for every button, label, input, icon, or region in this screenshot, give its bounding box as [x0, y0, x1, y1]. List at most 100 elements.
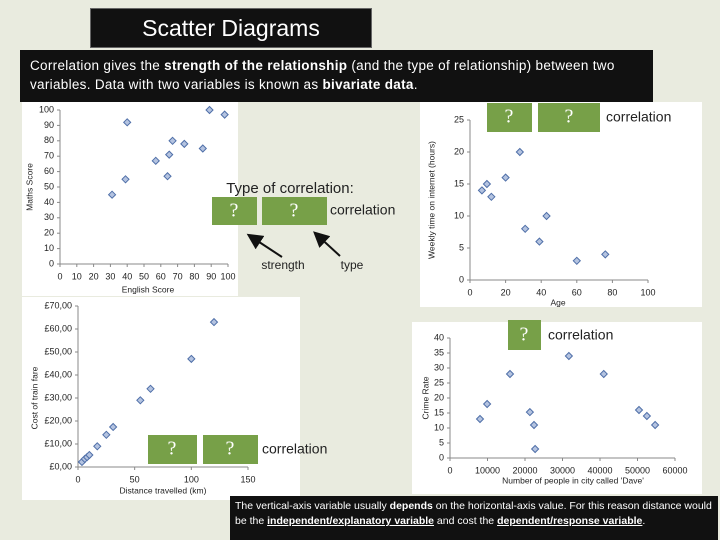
- arrow: [313, 231, 341, 257]
- text-run: strength of the relationship: [164, 58, 348, 73]
- y-tick-label: 100: [39, 104, 54, 114]
- x-tick-label: 50: [130, 474, 140, 484]
- point: [93, 442, 102, 451]
- chart-bg: [22, 100, 238, 296]
- question: ?: [290, 200, 299, 222]
- point: [501, 173, 510, 182]
- intro: Correlation gives the strength of the re…: [20, 50, 653, 102]
- point: [205, 105, 214, 115]
- x-tick-label: 80: [607, 287, 617, 297]
- y-tick-label: £30,00: [44, 392, 72, 402]
- label: correlation: [548, 327, 613, 343]
- x-tick-label: 20: [89, 271, 99, 281]
- point: [482, 399, 492, 409]
- y-tick-label: £40,00: [44, 369, 72, 379]
- text-run: on the horizontal-axis value. For this r…: [235, 500, 712, 527]
- y-tick-label: 30: [434, 362, 444, 372]
- chart-bg: [412, 322, 702, 494]
- x-tick-label: 70: [173, 271, 183, 281]
- y-tick-label: 30: [44, 212, 54, 222]
- y-tick-label: 15: [454, 178, 464, 188]
- x-tick-label: 0: [467, 287, 472, 297]
- x-tick-label: 40: [122, 271, 132, 281]
- point: [634, 405, 644, 415]
- y-axis-title: Crime Rate: [420, 376, 430, 419]
- y-tick-label: 10: [44, 243, 54, 253]
- point: [642, 411, 652, 421]
- answer-box: [203, 435, 258, 464]
- y-tick-label: 5: [439, 437, 444, 447]
- y-axis-title: Weekly time on internet (hours): [426, 141, 436, 259]
- point: [180, 139, 189, 149]
- y-tick-label: £10,00: [44, 438, 72, 448]
- point: [220, 110, 229, 119]
- y-tick-label: 0: [439, 452, 444, 462]
- point: [535, 237, 544, 246]
- y-tick-label: £70,00: [44, 300, 72, 310]
- y-tick-label: 80: [44, 135, 54, 145]
- x-tick-label: 10000: [475, 465, 500, 475]
- chart-bg: [420, 102, 702, 307]
- y-tick-label: 40: [44, 197, 54, 207]
- point: [564, 351, 574, 361]
- y-tick-label: £50,00: [44, 346, 72, 356]
- x-tick-label: 60000: [662, 465, 687, 475]
- point: [146, 384, 155, 394]
- y-axis-title: Maths Score: [24, 163, 34, 211]
- question: ?: [520, 324, 529, 346]
- y-tick-label: 0: [459, 274, 464, 284]
- overlay: ? correlation: [508, 320, 613, 350]
- text-run: Correlation gives the: [30, 58, 165, 73]
- label: correlation: [262, 441, 327, 457]
- y-tick-label: £20,00: [44, 415, 72, 425]
- text-run: .: [642, 515, 646, 527]
- y-tick-label: 35: [434, 347, 444, 357]
- x-tick-label: 50: [139, 271, 149, 281]
- y-tick-label: 10: [434, 422, 444, 432]
- y-tick-label: 25: [454, 114, 464, 124]
- heading: Type of correlation:: [226, 180, 354, 197]
- chart-bg: [22, 297, 300, 500]
- x-tick-label: 0: [447, 465, 452, 475]
- x-axis-title: English Score: [122, 284, 175, 294]
- point: [209, 317, 219, 327]
- x-tick-label: 50000: [625, 465, 650, 475]
- point: [187, 354, 196, 364]
- text-run: .: [413, 77, 418, 92]
- question: ?: [565, 106, 574, 128]
- note: The vertical-axis variable usually depen…: [230, 496, 718, 540]
- x-tick-label: 20000: [512, 465, 537, 475]
- x-tick-label: 40: [536, 287, 546, 297]
- point: [122, 118, 132, 127]
- y-axis-title: Cost of train fare: [29, 366, 39, 429]
- label: type: [341, 258, 364, 272]
- x-tick-label: 10: [72, 271, 82, 281]
- overlay: ? ? correlation: [148, 435, 327, 464]
- point: [136, 396, 145, 405]
- question: ?: [226, 438, 235, 460]
- point: [515, 147, 525, 157]
- y-tick-label: 60: [44, 166, 54, 176]
- point: [477, 186, 487, 195]
- x-axis-title: Number of people in city called 'Dave': [502, 475, 644, 485]
- point: [163, 172, 172, 181]
- y-tick-label: £60,00: [44, 323, 72, 333]
- point: [542, 211, 551, 221]
- point: [164, 150, 174, 159]
- point: [529, 420, 539, 430]
- label: correlation: [330, 202, 395, 218]
- point: [525, 407, 535, 417]
- point: [198, 144, 208, 153]
- point: [108, 422, 118, 432]
- point: [599, 369, 608, 379]
- arrow: [246, 233, 283, 258]
- x-tick-label: 20: [501, 287, 511, 297]
- x-tick-label: 90: [206, 271, 216, 281]
- x-tick-label: 30000: [550, 465, 575, 475]
- x-axis-title: Age: [550, 297, 565, 307]
- x-tick-label: 60: [156, 271, 166, 281]
- point: [121, 175, 130, 184]
- question: ?: [168, 438, 177, 460]
